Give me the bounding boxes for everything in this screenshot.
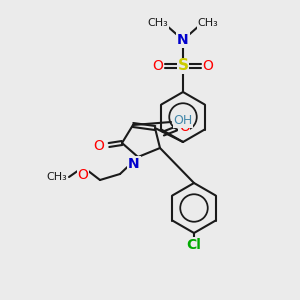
Text: OH: OH [173, 115, 193, 128]
Text: O: O [78, 168, 88, 182]
Text: CH₃: CH₃ [198, 18, 218, 28]
Text: CH₃: CH₃ [46, 172, 68, 182]
Text: O: O [179, 120, 190, 134]
Text: N: N [177, 33, 189, 47]
Text: CH₃: CH₃ [148, 18, 168, 28]
Text: N: N [128, 157, 140, 171]
Text: O: O [153, 59, 164, 73]
Text: Cl: Cl [187, 238, 201, 252]
Text: S: S [178, 58, 188, 74]
Text: O: O [202, 59, 213, 73]
Text: O: O [94, 139, 104, 153]
